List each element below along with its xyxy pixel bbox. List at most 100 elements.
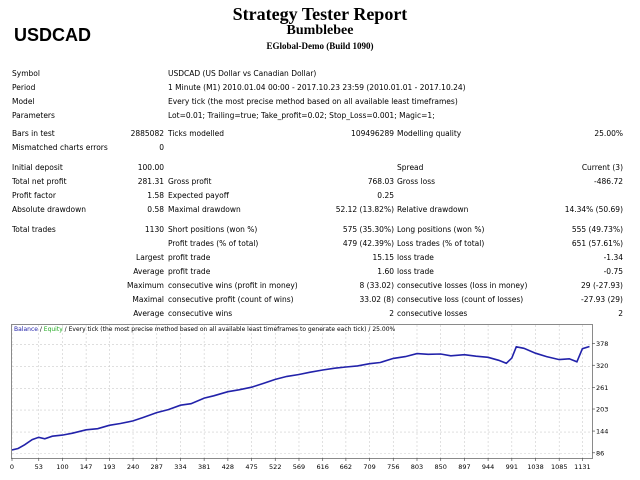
maximal-label: Maximal bbox=[132, 295, 164, 304]
x-tick-label: 709 bbox=[363, 463, 375, 471]
x-tick-label: 756 bbox=[387, 463, 399, 471]
expected-payoff-value: 0.25 bbox=[377, 191, 394, 200]
y-axis: 86 144 203 261 320 378 bbox=[592, 340, 608, 457]
y-tick-label: 320 bbox=[596, 362, 608, 370]
gross-profit-value: 768.03 bbox=[367, 177, 394, 186]
x-tick-label: 475 bbox=[245, 463, 257, 471]
server-info: EGlobal-Demo (Build 1090) bbox=[266, 41, 374, 51]
x-tick-label: 1085 bbox=[551, 463, 568, 471]
total-trades-value: 1130 bbox=[144, 225, 164, 234]
x-tick-label: 100 bbox=[56, 463, 68, 471]
chart-caption: Balance / Equity / Every tick (the most … bbox=[14, 326, 395, 333]
x-tick-label: 991 bbox=[506, 463, 518, 471]
spread-value: Current (3) bbox=[581, 163, 623, 172]
largest-profit-label: profit trade bbox=[168, 253, 211, 262]
period-label: Period bbox=[12, 83, 36, 92]
bars-label: Bars in test bbox=[12, 129, 55, 138]
x-tick-label: 0 bbox=[10, 463, 14, 471]
x-tick-label: 850 bbox=[434, 463, 446, 471]
net-profit-label: Total net profit bbox=[12, 177, 67, 186]
y-tick-label: 261 bbox=[596, 384, 608, 392]
absolute-drawdown-value: 0.58 bbox=[147, 205, 164, 214]
spread-label: Spread bbox=[397, 163, 424, 172]
initial-deposit-label: Initial deposit bbox=[12, 163, 63, 172]
average-label: Average bbox=[133, 267, 164, 276]
short-positions-value: 575 (35.30%) bbox=[342, 225, 394, 234]
caption-equity: Equity bbox=[43, 326, 63, 333]
y-tick-label: 203 bbox=[596, 406, 608, 414]
x-tick-label: 616 bbox=[316, 463, 328, 471]
long-positions-label: Long positions (won %) bbox=[397, 225, 485, 234]
x-tick-label: 428 bbox=[222, 463, 234, 471]
x-tick-label: 1131 bbox=[574, 463, 591, 471]
average-loss-value: -0.75 bbox=[603, 267, 623, 276]
expert-name: Bumblebee bbox=[286, 23, 354, 38]
x-tick-label: 897 bbox=[458, 463, 470, 471]
x-tick-label: 193 bbox=[103, 463, 115, 471]
y-tick-label: 86 bbox=[596, 449, 604, 457]
symbol-label: Symbol bbox=[12, 69, 40, 78]
average-profit-value: 1.60 bbox=[377, 267, 394, 276]
x-axis: 0 53 100 147 193 240 287 334 381 428 475 522 569 616 6… bbox=[10, 458, 591, 471]
x-tick-label: 569 bbox=[293, 463, 305, 471]
expected-payoff-label: Expected payoff bbox=[168, 191, 229, 200]
profit-factor-value: 1.58 bbox=[147, 191, 164, 200]
gross-loss-label: Gross loss bbox=[397, 177, 436, 186]
caption-separator: / bbox=[37, 326, 44, 333]
relative-drawdown-label: Relative drawdown bbox=[397, 205, 469, 214]
profit-trades-label: Profit trades (% of total) bbox=[168, 239, 259, 248]
x-tick-label: 147 bbox=[80, 463, 92, 471]
largest-loss-label: loss trade bbox=[397, 253, 434, 262]
caption-balance: Balance bbox=[14, 326, 38, 333]
initial-deposit-value: 100.00 bbox=[137, 163, 164, 172]
x-tick-label: 287 bbox=[151, 463, 163, 471]
model-value: Every tick (the most precise method base… bbox=[168, 97, 458, 106]
ticks-label: Ticks modelled bbox=[168, 129, 225, 138]
largest-loss-value: -1.34 bbox=[603, 253, 623, 262]
parameters-label: Parameters bbox=[12, 111, 55, 120]
max-cons-losses-label: consecutive losses (loss in money) bbox=[397, 281, 528, 290]
average-cons-label: Average bbox=[133, 309, 164, 318]
gross-profit-label: Gross profit bbox=[168, 177, 212, 186]
average-profit-label: profit trade bbox=[168, 267, 211, 276]
average-loss-label: loss trade bbox=[397, 267, 434, 276]
y-tick-label: 378 bbox=[596, 340, 608, 348]
ticks-value: 109496289 bbox=[351, 129, 394, 138]
profit-factor-label: Profit factor bbox=[12, 191, 56, 200]
period-value: 1 Minute (M1) 2010.01.04 00:00 - 2017.10… bbox=[168, 83, 466, 92]
mismatch-label: Mismatched charts errors bbox=[12, 143, 108, 152]
total-trades-label: Total trades bbox=[12, 225, 56, 234]
max-cons-wins-label: consecutive wins (profit in money) bbox=[168, 281, 298, 290]
quality-value: 25.00% bbox=[594, 129, 623, 138]
model-label: Model bbox=[12, 97, 35, 106]
maximal-cons-loss-label: consecutive loss (count of losses) bbox=[397, 295, 524, 304]
mismatch-value: 0 bbox=[159, 143, 164, 152]
loss-trades-value: 651 (57.61%) bbox=[571, 239, 623, 248]
x-tick-label: 240 bbox=[127, 463, 139, 471]
maximal-cons-loss-value: -27.93 (29) bbox=[581, 295, 623, 304]
profit-trades-value: 479 (42.39%) bbox=[342, 239, 394, 248]
avg-cons-losses-value: 2 bbox=[618, 309, 623, 318]
x-tick-label: 944 bbox=[482, 463, 494, 471]
largest-label: Largest bbox=[136, 253, 164, 262]
x-tick-label: 662 bbox=[340, 463, 352, 471]
maximal-cons-profit-value: 33.02 (8) bbox=[359, 295, 394, 304]
report-title: Strategy Tester Report bbox=[232, 4, 408, 24]
loss-trades-label: Loss trades (% of total) bbox=[397, 239, 485, 248]
chart-svg bbox=[11, 325, 592, 458]
gross-loss-value: -486.72 bbox=[594, 177, 623, 186]
caption-rest: / Every tick (the most precise method ba… bbox=[62, 326, 396, 333]
x-tick-label: 522 bbox=[269, 463, 281, 471]
long-positions-value: 555 (49.73%) bbox=[571, 225, 623, 234]
maximal-cons-profit-label: consecutive profit (count of wins) bbox=[168, 295, 294, 304]
avg-cons-losses-label: consecutive losses bbox=[397, 309, 468, 318]
relative-drawdown-value: 14.34% (50.69) bbox=[564, 205, 623, 214]
avg-cons-wins-value: 2 bbox=[389, 309, 394, 318]
symbol-value: USDCAD (US Dollar vs Canadian Dollar) bbox=[168, 69, 317, 78]
balance-line bbox=[11, 345, 590, 451]
max-cons-wins-value: 8 (33.02) bbox=[359, 281, 394, 290]
x-tick-label: 803 bbox=[411, 463, 423, 471]
quality-label: Modelling quality bbox=[397, 129, 462, 138]
avg-cons-wins-label: consecutive wins bbox=[168, 309, 233, 318]
x-tick-label: 1038 bbox=[527, 463, 544, 471]
